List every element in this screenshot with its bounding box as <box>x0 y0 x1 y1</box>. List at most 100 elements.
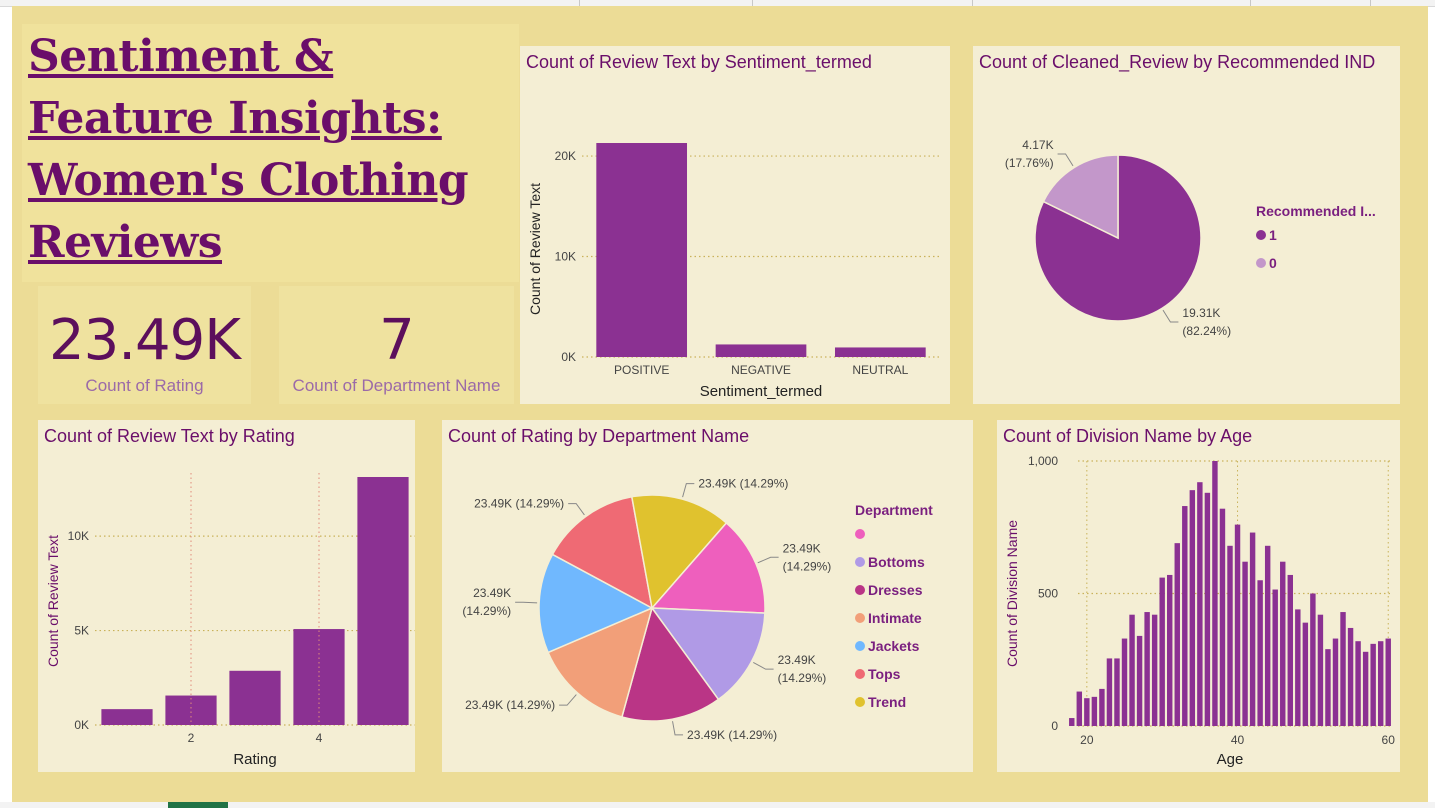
legend-label: Bottoms <box>868 554 925 570</box>
histogram-bar <box>1219 508 1226 726</box>
histogram-bar <box>1377 641 1384 726</box>
x-tick-label: NEUTRAL <box>852 363 908 377</box>
histogram-bar <box>1114 658 1120 726</box>
histogram-bar <box>1272 589 1278 726</box>
x-tick-label: 20 <box>1080 733 1094 747</box>
label-leader-line <box>753 662 774 670</box>
histogram-bar <box>1332 638 1339 726</box>
pie-slice <box>650 521 766 614</box>
histogram-bar <box>1355 641 1361 726</box>
histogram-bar <box>1204 492 1211 726</box>
label-leader-line <box>682 483 695 498</box>
legend-marker <box>1256 230 1266 240</box>
histogram-bar <box>1091 696 1098 726</box>
histogram-bar <box>1370 643 1376 726</box>
pie-slice <box>547 606 654 718</box>
legend-marker <box>855 641 865 651</box>
pie-slice <box>650 607 766 701</box>
histogram-bar <box>1227 545 1233 726</box>
x-tick-label: 40 <box>1231 733 1245 747</box>
data-label: 23.49K <box>783 541 821 555</box>
data-label: (14.29%) <box>462 604 511 618</box>
ribbon-separator <box>1370 0 1371 6</box>
bar <box>229 670 281 725</box>
data-label: 23.49K <box>778 653 816 667</box>
data-label: 23.49K (14.29%) <box>687 728 777 742</box>
department-pie-chart: 23.49K (14.29%) 23.49K (14.29%) 23.49K (14.2… <box>462 477 933 742</box>
y-axis-title: Count of Review Text <box>527 183 543 315</box>
x-tick-label: 4 <box>316 731 323 745</box>
recommended-chart-panel[interactable]: Count of Cleaned_Review by Recommended I… <box>973 46 1400 404</box>
data-label: 4.17K <box>1022 138 1053 152</box>
pie-slice <box>630 494 728 610</box>
histogram-bar <box>1151 614 1158 726</box>
rating-chart-panel[interactable]: Count of Review Text by Rating 0K 5K 10K 2 4… <box>38 420 415 772</box>
data-label: (14.29%) <box>783 559 832 573</box>
label-leader-line <box>568 503 585 516</box>
histogram-bar <box>1084 698 1090 726</box>
bar <box>596 143 688 357</box>
y-tick-label: 20K <box>555 149 576 163</box>
bar <box>715 344 807 357</box>
histogram-bar <box>1197 482 1203 726</box>
histogram-bar <box>1280 561 1286 726</box>
sentiment-chart-panel[interactable]: Count of Review Text by Sentiment_termed… <box>520 46 950 404</box>
histogram-bar <box>1257 580 1263 726</box>
bar <box>293 629 345 725</box>
y-tick-label: 10K <box>68 529 89 543</box>
kpi-card-department[interactable]: 7 Count of Department Name <box>279 286 514 404</box>
pie-slice <box>1042 154 1119 240</box>
data-label: 19.31K <box>1182 306 1220 320</box>
legend-label: Tops <box>868 666 901 682</box>
data-label: (82.24%) <box>1182 324 1231 338</box>
histogram-bar <box>1099 688 1105 726</box>
y-tick-label: 500 <box>1038 587 1058 601</box>
histogram-bar <box>1317 614 1324 726</box>
histogram-bar <box>1310 593 1316 726</box>
histogram-bar <box>1325 649 1331 726</box>
legend-marker <box>855 613 865 623</box>
histogram-bar <box>1069 718 1075 726</box>
kpi-label: Count of Rating <box>85 376 204 395</box>
histogram-bar <box>1347 627 1354 726</box>
rating-bar-chart: 0K 5K 10K 2 4 Rating Count of Review Text <box>45 473 415 768</box>
data-label: 23.49K <box>473 586 511 600</box>
histogram-bar <box>1076 691 1083 726</box>
x-tick-label: 60 <box>1382 733 1396 747</box>
y-tick-label: 0K <box>74 718 89 732</box>
chart-title: Count of Review Text by Sentiment_termed <box>526 52 872 72</box>
x-tick-label: POSITIVE <box>614 363 669 377</box>
histogram-bar <box>1302 622 1309 726</box>
bar <box>357 477 409 725</box>
x-axis-title: Age <box>1217 751 1244 768</box>
x-tick-label: 2 <box>188 731 195 745</box>
legend-label: 1 <box>1269 227 1277 243</box>
x-axis-title: Rating <box>233 751 276 768</box>
chart-title: Count of Rating by Department Name <box>448 426 750 446</box>
pie-slice <box>551 495 654 610</box>
data-label: 23.49K (14.29%) <box>474 497 564 511</box>
legend-marker <box>855 529 865 539</box>
histogram-bar <box>1174 543 1180 726</box>
sheet-tab-strip <box>0 802 1435 808</box>
histogram-bar <box>1340 612 1346 726</box>
ribbon-separator <box>1250 0 1251 6</box>
kpi-card-rating[interactable]: 23.49K Count of Rating <box>38 286 251 404</box>
legend-label: Intimate <box>868 610 922 626</box>
legend-label: 0 <box>1269 255 1277 271</box>
data-label: 23.49K (14.29%) <box>465 698 555 712</box>
histogram-bar <box>1295 609 1301 726</box>
label-leader-line <box>757 556 779 564</box>
active-sheet-tab[interactable] <box>168 802 228 808</box>
department-chart-panel[interactable]: Count of Rating by Department Name 23.49… <box>442 420 973 772</box>
histogram-bar <box>1121 638 1128 726</box>
histogram-bar <box>1144 612 1150 726</box>
age-chart-panel[interactable]: Count of Division Name by Age 0 500 1,000 2… <box>997 420 1400 772</box>
x-axis-title: Sentiment_termed <box>700 383 823 400</box>
legend-marker <box>1256 258 1266 268</box>
legend-title: Department <box>855 502 933 518</box>
histogram-bar <box>1249 532 1256 726</box>
histogram-bar <box>1189 490 1196 726</box>
histogram-bar <box>1385 638 1391 726</box>
data-label: (17.76%) <box>1005 156 1054 170</box>
